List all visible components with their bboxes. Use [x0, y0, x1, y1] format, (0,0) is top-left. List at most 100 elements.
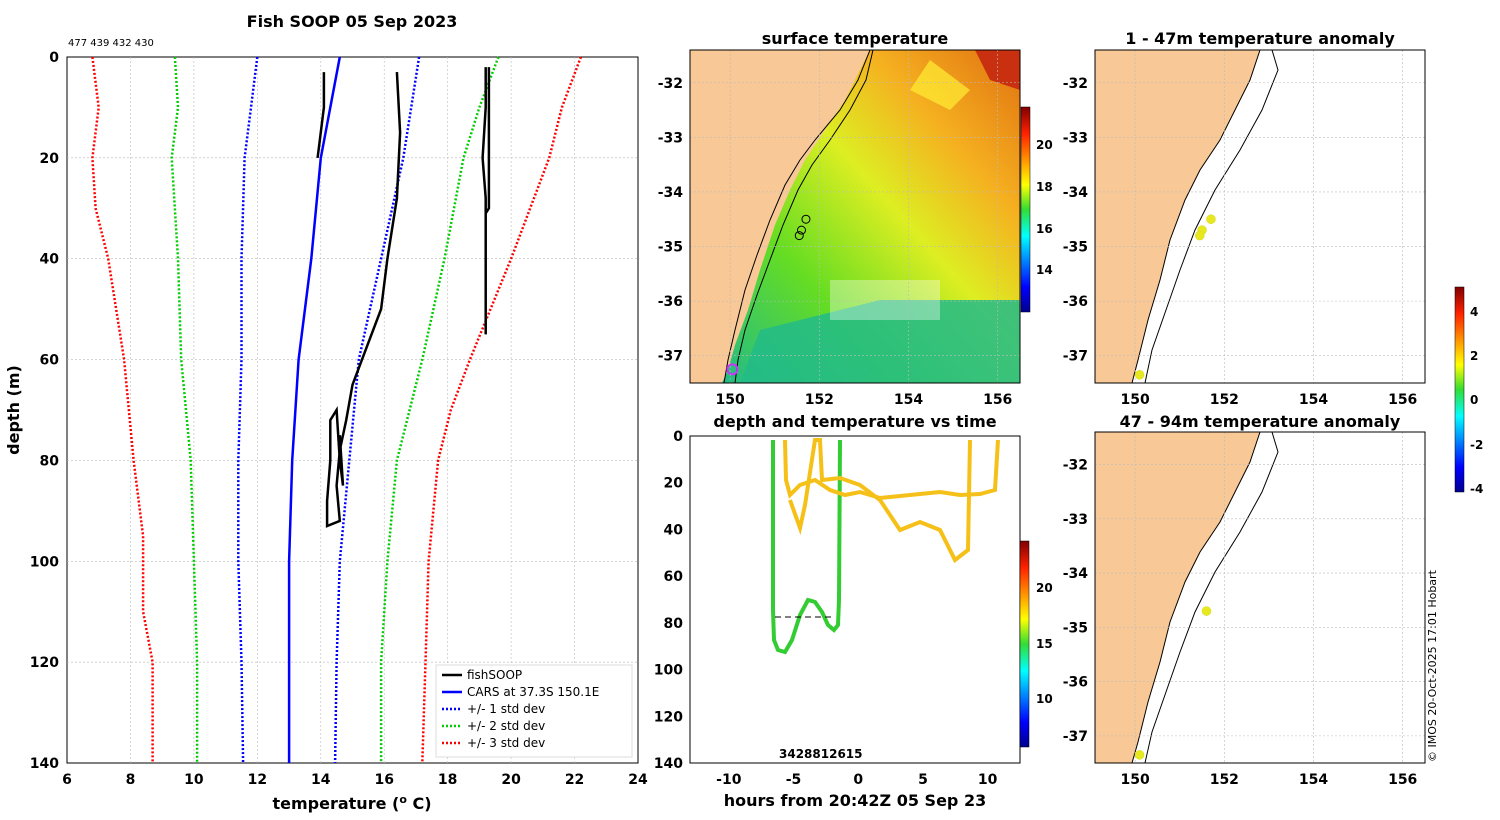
- anomaly-shallow-xtick: 154: [1299, 392, 1328, 408]
- time-colorbar: [1019, 540, 1030, 748]
- time-track-yellow-2: [788, 438, 972, 564]
- sst-xtick: 152: [805, 392, 834, 408]
- anomaly-shallow-panel: 1 - 47m temperature anomaly 150 152 154 …: [1063, 29, 1426, 408]
- profile-ytick: 0: [49, 50, 59, 66]
- profile-xtick: 6: [62, 772, 72, 788]
- anomaly-deep-grid: [1095, 432, 1425, 763]
- sst-station-marker: [796, 225, 806, 235]
- profile-line-cars-mean: [287, 56, 342, 763]
- profile-ytick: 140: [30, 756, 59, 772]
- profile-xtick: 10: [184, 772, 204, 788]
- anomaly-shallow-xtick: 152: [1210, 392, 1239, 408]
- anomaly-shallow-xtick: 150: [1121, 392, 1150, 408]
- profile-panel: Fish SOOP 05 Sep 2023 477 439 432 430 6 …: [4, 12, 648, 813]
- anomaly-shallow-title: 1 - 47m temperature anomaly: [1125, 29, 1395, 48]
- anomaly-shallow-grid: [1095, 50, 1425, 383]
- sst-grid: [690, 50, 1020, 383]
- anomaly-deep-isobath: [1144, 432, 1279, 763]
- sst-panel: surface temperature 150 152 154 156 -32 …: [658, 29, 1053, 408]
- profile-ytick: 120: [30, 655, 59, 671]
- anomaly-shallow-y-ticks: -32 -33 -34 -35 -36 -37: [1063, 76, 1089, 365]
- profile-xtick: 12: [248, 772, 267, 788]
- profile-ytick: 60: [40, 353, 60, 369]
- anomaly-deep-xtick: 156: [1388, 772, 1417, 788]
- profile-line-fishsoop-profile-4: [316, 72, 326, 159]
- sst-coastline: [723, 50, 871, 383]
- profile-axes: [66, 56, 639, 764]
- sst-x-ticks: 150 152 154 156: [716, 392, 1013, 408]
- legend-label-1std: +/- 1 std dev: [467, 702, 545, 716]
- legend-box: [435, 664, 633, 758]
- profile-line-fishsoop-profile-1: [325, 72, 402, 528]
- anomaly-deep-ytick: -37: [1063, 729, 1088, 745]
- anomaly-deep-title: 47 - 94m temperature anomaly: [1120, 412, 1401, 431]
- profile-y-label: depth (m): [4, 365, 23, 455]
- profile-line-fishsoop-profile-3: [484, 67, 491, 214]
- sst-cool-water: [740, 300, 1020, 383]
- profile-xtick: 16: [374, 772, 393, 788]
- profile-line--2-std: [170, 56, 199, 763]
- anomaly-colorbar: 4 2 0 -2 -4: [1454, 286, 1483, 496]
- anomaly-shallow-point: [1134, 370, 1145, 380]
- anomaly-deep-ytick: -33: [1063, 512, 1088, 528]
- profile-grid: [67, 57, 638, 763]
- time-colorbar-tick: 15: [1036, 637, 1053, 651]
- profile-ytick: 80: [40, 453, 60, 469]
- sst-colorbar: [1020, 106, 1031, 313]
- anomaly-colorbar-bar: [1454, 286, 1465, 493]
- legend-label-2std: +/- 2 std dev: [467, 719, 545, 733]
- time-panel: depth and temperature vs time -10 -5 0 5…: [654, 412, 1053, 810]
- time-x-ticks: -10 -5 0 5 10: [716, 772, 997, 788]
- anomaly-shallow-ytick: -34: [1063, 185, 1089, 201]
- profile-line--3-std: [91, 56, 154, 763]
- anomaly-deep-coastline: [1131, 432, 1261, 763]
- anomaly-shallow-point: [1206, 214, 1216, 224]
- anomaly-deep-points: [1134, 606, 1212, 760]
- anomaly-colorbar-tick: -2: [1470, 438, 1483, 452]
- anomaly-colorbar-tick: -4: [1470, 482, 1483, 496]
- sst-station-marker: [794, 231, 804, 241]
- profile-title: Fish SOOP 05 Sep 2023: [247, 12, 458, 31]
- time-ytick: 140: [654, 756, 683, 772]
- time-xtick: -5: [786, 772, 802, 788]
- sst-field: [722, 50, 1020, 383]
- anomaly-deep-ytick: -36: [1063, 675, 1088, 691]
- anomaly-shallow-coastline: [1131, 50, 1261, 383]
- profile-line--3-std: [421, 56, 583, 764]
- profile-x-label: temperature (o C): [272, 793, 431, 813]
- time-tracks: [771, 438, 1000, 655]
- sst-y-ticks: -32 -33 -34 -35 -36 -37: [658, 76, 684, 365]
- sst-ytick: -34: [658, 185, 684, 201]
- sst-colorbar-tick: 18: [1036, 180, 1053, 194]
- profile-ytick: 40: [40, 252, 60, 268]
- time-track-green: [771, 439, 842, 655]
- time-ytick: 120: [654, 709, 683, 725]
- anomaly-deep-xtick: 152: [1210, 772, 1239, 788]
- anomaly-colorbar-tick: 0: [1470, 393, 1478, 407]
- profile-line-fishsoop-profile-2: [481, 67, 487, 335]
- profile-line--2-std: [379, 56, 500, 763]
- anomaly-shallow-x-ticks: 150 152 154 156: [1121, 392, 1418, 408]
- anomaly-shallow-ytick: -37: [1063, 349, 1088, 365]
- time-ytick: 0: [673, 429, 683, 445]
- sst-station-marker: [726, 363, 739, 376]
- anomaly-deep-point: [1134, 750, 1145, 760]
- time-ytick: 20: [664, 476, 684, 492]
- anomaly-shallow-ytick: -33: [1063, 130, 1088, 146]
- sst-ytick: -32: [658, 76, 683, 92]
- time-xtick: 10: [978, 772, 998, 788]
- sst-colorbar-tick: 20: [1036, 138, 1053, 152]
- profile-ytick: 20: [40, 151, 60, 167]
- profile-x-ticks: 6 8 10 12 14 16 18 20 22 24: [62, 772, 648, 788]
- time-xtick: 5: [918, 772, 928, 788]
- sst-xtick: 156: [983, 392, 1012, 408]
- profile-top-annotation: 477 439 432 430: [68, 38, 154, 49]
- anomaly-deep-ytick: -32: [1063, 458, 1088, 474]
- anomaly-deep-panel: 47 - 94m temperature anomaly 150 152 154…: [1063, 412, 1426, 788]
- anomaly-shallow-point: [1195, 230, 1205, 241]
- profile-y-ticks: 0 20 40 60 80 100 120 140: [30, 50, 59, 772]
- anomaly-shallow-points: [1134, 214, 1216, 380]
- time-y-ticks: 0 20 40 60 80 100 120 140: [654, 429, 683, 772]
- time-title: depth and temperature vs time: [713, 412, 996, 431]
